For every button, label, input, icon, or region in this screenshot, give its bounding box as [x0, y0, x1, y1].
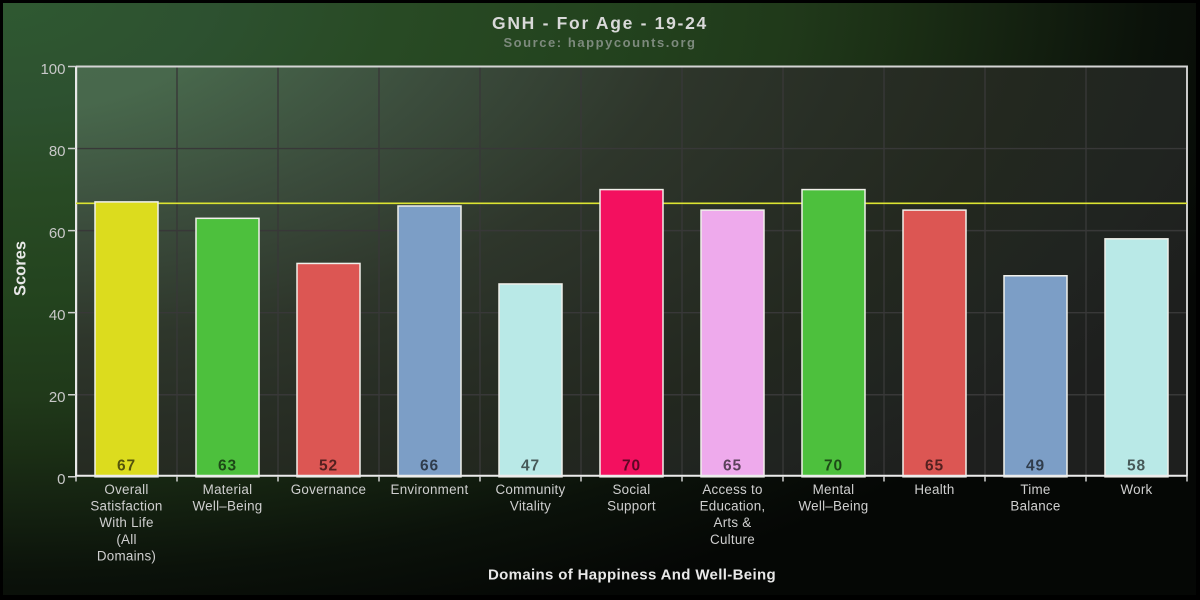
svg-text:Vitality: Vitality [510, 499, 551, 514]
svg-text:Source: happycounts.org: Source: happycounts.org [503, 35, 696, 50]
svg-text:Well–Being: Well–Being [799, 499, 869, 514]
svg-text:Community: Community [496, 482, 566, 497]
svg-text:Governance: Governance [291, 482, 366, 497]
svg-text:49: 49 [1026, 458, 1045, 475]
svg-text:66: 66 [420, 458, 439, 475]
svg-text:Health: Health [914, 482, 954, 497]
svg-text:Domains): Domains) [97, 548, 156, 563]
svg-text:Scores: Scores [12, 241, 30, 296]
svg-text:Work: Work [1121, 482, 1153, 497]
svg-text:Support: Support [607, 499, 656, 514]
svg-text:52: 52 [319, 458, 338, 475]
svg-text:Overall: Overall [104, 482, 148, 497]
svg-text:0: 0 [57, 471, 65, 488]
svg-text:Mental: Mental [813, 482, 855, 497]
svg-text:Culture: Culture [710, 532, 755, 547]
svg-text:With Life: With Life [99, 515, 153, 530]
svg-text:Time: Time [1020, 482, 1050, 497]
svg-text:65: 65 [925, 458, 944, 475]
svg-text:Access to: Access to [702, 482, 762, 497]
svg-text:Social: Social [613, 482, 651, 497]
svg-text:70: 70 [824, 458, 843, 475]
svg-text:20: 20 [49, 389, 66, 406]
svg-text:Satisfaction: Satisfaction [90, 499, 162, 514]
svg-text:67: 67 [117, 458, 136, 475]
svg-text:Environment: Environment [391, 482, 469, 497]
svg-text:Material: Material [203, 482, 253, 497]
svg-text:Well–Being: Well–Being [193, 499, 263, 514]
svg-text:Education,: Education, [700, 499, 766, 514]
svg-text:100: 100 [40, 61, 65, 78]
svg-text:80: 80 [49, 143, 66, 160]
svg-text:60: 60 [49, 225, 66, 242]
svg-text:Balance: Balance [1010, 499, 1060, 514]
svg-text:47: 47 [521, 458, 540, 475]
svg-text:GNH - For Age - 19-24: GNH - For Age - 19-24 [492, 13, 708, 33]
svg-text:(All: (All [116, 532, 136, 547]
svg-text:Domains of Happiness And Well-: Domains of Happiness And Well-Being [488, 567, 776, 584]
svg-text:65: 65 [723, 458, 742, 475]
svg-text:63: 63 [218, 458, 237, 475]
svg-text:58: 58 [1127, 458, 1146, 475]
svg-text:Arts &: Arts & [714, 515, 752, 530]
svg-text:70: 70 [622, 458, 641, 475]
svg-text:40: 40 [49, 307, 66, 324]
